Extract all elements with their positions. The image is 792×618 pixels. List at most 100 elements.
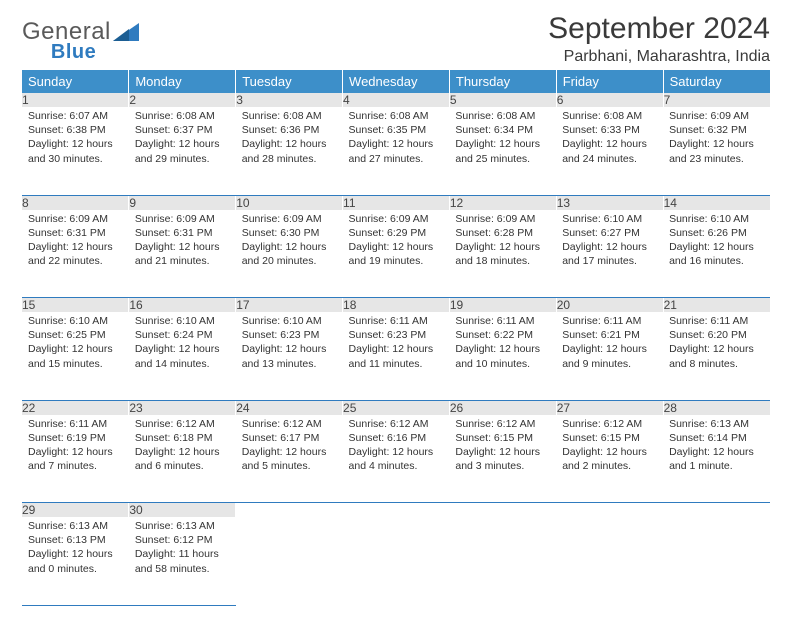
- daylight-text: and 0 minutes.: [28, 562, 123, 576]
- sunrise-text: Sunrise: 6:10 AM: [669, 212, 764, 226]
- header-row: General Blue September 2024 Parbhani, Ma…: [22, 12, 770, 66]
- calendar-table: Sunday Monday Tuesday Wednesday Thursday…: [22, 70, 770, 606]
- day-cell: Sunrise: 6:12 AMSunset: 6:16 PMDaylight:…: [343, 415, 450, 503]
- daylight-text: Daylight: 12 hours: [349, 342, 444, 356]
- day-number: 5: [449, 93, 556, 107]
- day-number: 9: [129, 195, 236, 210]
- day-cell: Sunrise: 6:11 AMSunset: 6:19 PMDaylight:…: [22, 415, 129, 503]
- sunrise-text: Sunrise: 6:10 AM: [562, 212, 657, 226]
- day-content: Sunrise: 6:12 AMSunset: 6:18 PMDaylight:…: [129, 415, 236, 480]
- day-cell: [236, 517, 343, 605]
- sunrise-text: Sunrise: 6:09 AM: [242, 212, 337, 226]
- daylight-text: and 1 minute.: [669, 459, 764, 473]
- daylight-text: Daylight: 12 hours: [562, 445, 657, 459]
- sunset-text: Sunset: 6:20 PM: [669, 328, 764, 342]
- day-header: Friday: [556, 70, 663, 93]
- day-number: 10: [236, 195, 343, 210]
- day-cell: Sunrise: 6:10 AMSunset: 6:24 PMDaylight:…: [129, 312, 236, 400]
- day-cell: Sunrise: 6:10 AMSunset: 6:26 PMDaylight:…: [663, 210, 770, 298]
- sunrise-text: Sunrise: 6:13 AM: [135, 519, 230, 533]
- sunrise-text: Sunrise: 6:11 AM: [455, 314, 550, 328]
- daylight-text: and 23 minutes.: [669, 152, 764, 166]
- sunrise-text: Sunrise: 6:09 AM: [28, 212, 123, 226]
- day-cell: Sunrise: 6:09 AMSunset: 6:32 PMDaylight:…: [663, 107, 770, 195]
- daylight-text: Daylight: 11 hours: [135, 547, 230, 561]
- day-number: 8: [22, 195, 129, 210]
- day-cell: Sunrise: 6:12 AMSunset: 6:18 PMDaylight:…: [129, 415, 236, 503]
- daylight-text: Daylight: 12 hours: [28, 445, 123, 459]
- sunset-text: Sunset: 6:24 PM: [135, 328, 230, 342]
- sunset-text: Sunset: 6:15 PM: [562, 431, 657, 445]
- sunrise-text: Sunrise: 6:10 AM: [242, 314, 337, 328]
- sunset-text: Sunset: 6:31 PM: [135, 226, 230, 240]
- sunset-text: Sunset: 6:21 PM: [562, 328, 657, 342]
- day-content: Sunrise: 6:11 AMSunset: 6:23 PMDaylight:…: [343, 312, 450, 377]
- sunrise-text: Sunrise: 6:12 AM: [349, 417, 444, 431]
- day-content: Sunrise: 6:10 AMSunset: 6:24 PMDaylight:…: [129, 312, 236, 377]
- daylight-text: and 9 minutes.: [562, 357, 657, 371]
- daylight-text: Daylight: 12 hours: [562, 137, 657, 151]
- day-cell: Sunrise: 6:09 AMSunset: 6:28 PMDaylight:…: [449, 210, 556, 298]
- daylight-text: and 21 minutes.: [135, 254, 230, 268]
- sunrise-text: Sunrise: 6:08 AM: [135, 109, 230, 123]
- day-number: 6: [556, 93, 663, 107]
- sunset-text: Sunset: 6:35 PM: [349, 123, 444, 137]
- day-content: Sunrise: 6:12 AMSunset: 6:15 PMDaylight:…: [449, 415, 556, 480]
- sunrise-text: Sunrise: 6:12 AM: [135, 417, 230, 431]
- daylight-text: and 15 minutes.: [28, 357, 123, 371]
- daylight-text: and 25 minutes.: [455, 152, 550, 166]
- daylight-text: and 16 minutes.: [669, 254, 764, 268]
- daylight-text: and 7 minutes.: [28, 459, 123, 473]
- day-cell: Sunrise: 6:12 AMSunset: 6:15 PMDaylight:…: [556, 415, 663, 503]
- sunrise-text: Sunrise: 6:12 AM: [242, 417, 337, 431]
- daylight-text: and 58 minutes.: [135, 562, 230, 576]
- daylight-text: Daylight: 12 hours: [242, 240, 337, 254]
- day-content: Sunrise: 6:10 AMSunset: 6:27 PMDaylight:…: [556, 210, 663, 275]
- sunset-text: Sunset: 6:22 PM: [455, 328, 550, 342]
- sunset-text: Sunset: 6:32 PM: [669, 123, 764, 137]
- daylight-text: Daylight: 12 hours: [669, 342, 764, 356]
- daylight-text: and 11 minutes.: [349, 357, 444, 371]
- week-row: Sunrise: 6:09 AMSunset: 6:31 PMDaylight:…: [22, 210, 770, 298]
- day-number: 2: [129, 93, 236, 107]
- daylight-text: Daylight: 12 hours: [349, 240, 444, 254]
- daylight-text: Daylight: 12 hours: [455, 137, 550, 151]
- day-cell: Sunrise: 6:09 AMSunset: 6:29 PMDaylight:…: [343, 210, 450, 298]
- daylight-text: Daylight: 12 hours: [455, 445, 550, 459]
- day-content: Sunrise: 6:12 AMSunset: 6:17 PMDaylight:…: [236, 415, 343, 480]
- day-number: [663, 503, 770, 518]
- week-row: Sunrise: 6:11 AMSunset: 6:19 PMDaylight:…: [22, 415, 770, 503]
- day-cell: Sunrise: 6:10 AMSunset: 6:23 PMDaylight:…: [236, 312, 343, 400]
- day-number: 28: [663, 400, 770, 415]
- sunset-text: Sunset: 6:37 PM: [135, 123, 230, 137]
- day-content: Sunrise: 6:08 AMSunset: 6:35 PMDaylight:…: [343, 107, 450, 172]
- daylight-text: Daylight: 12 hours: [242, 137, 337, 151]
- day-number: 27: [556, 400, 663, 415]
- day-number: 14: [663, 195, 770, 210]
- daylight-text: Daylight: 12 hours: [562, 342, 657, 356]
- day-number: 18: [343, 298, 450, 313]
- sunset-text: Sunset: 6:29 PM: [349, 226, 444, 240]
- sunset-text: Sunset: 6:12 PM: [135, 533, 230, 547]
- day-number-row: 15161718192021: [22, 298, 770, 313]
- daylight-text: and 10 minutes.: [455, 357, 550, 371]
- day-cell: [556, 517, 663, 605]
- day-number: 30: [129, 503, 236, 518]
- day-content: Sunrise: 6:11 AMSunset: 6:21 PMDaylight:…: [556, 312, 663, 377]
- daylight-text: and 6 minutes.: [135, 459, 230, 473]
- daylight-text: Daylight: 12 hours: [242, 445, 337, 459]
- sunrise-text: Sunrise: 6:13 AM: [28, 519, 123, 533]
- day-content: Sunrise: 6:08 AMSunset: 6:34 PMDaylight:…: [449, 107, 556, 172]
- sunrise-text: Sunrise: 6:09 AM: [135, 212, 230, 226]
- daylight-text: Daylight: 12 hours: [28, 342, 123, 356]
- daylight-text: and 22 minutes.: [28, 254, 123, 268]
- sunrise-text: Sunrise: 6:08 AM: [242, 109, 337, 123]
- day-cell: Sunrise: 6:08 AMSunset: 6:34 PMDaylight:…: [449, 107, 556, 195]
- day-number: 16: [129, 298, 236, 313]
- day-content: Sunrise: 6:09 AMSunset: 6:32 PMDaylight:…: [663, 107, 770, 172]
- day-header-row: Sunday Monday Tuesday Wednesday Thursday…: [22, 70, 770, 93]
- sunset-text: Sunset: 6:26 PM: [669, 226, 764, 240]
- day-number: 19: [449, 298, 556, 313]
- day-number: 4: [343, 93, 450, 107]
- daylight-text: and 27 minutes.: [349, 152, 444, 166]
